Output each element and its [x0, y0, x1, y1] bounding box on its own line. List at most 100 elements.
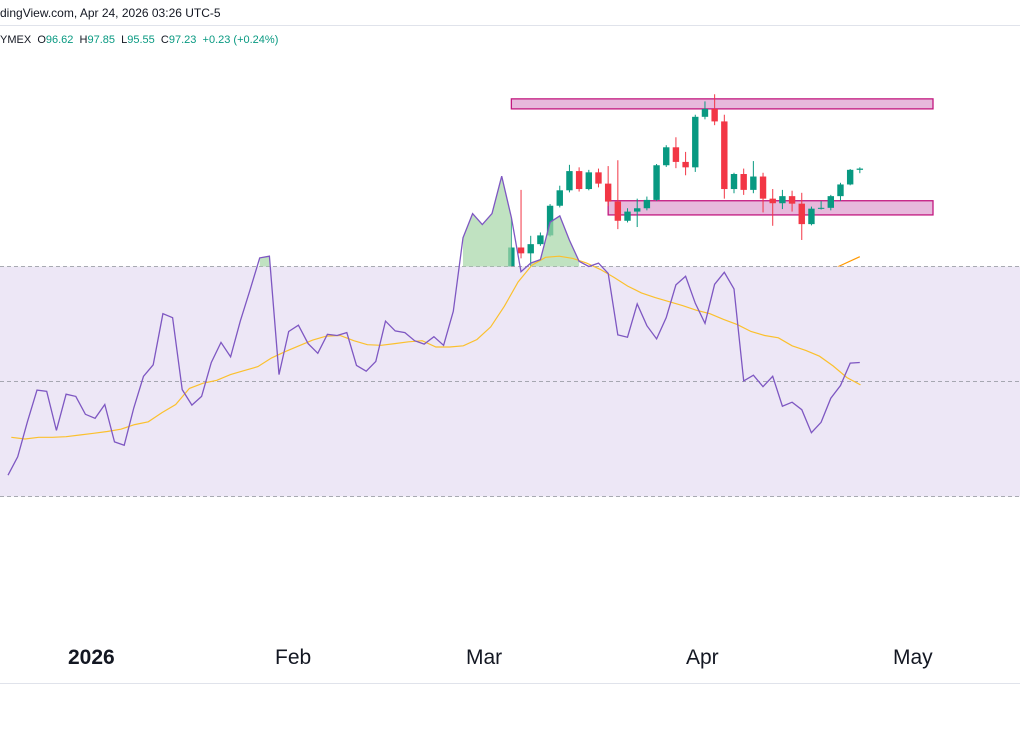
candle-body-27 — [266, 382, 273, 388]
candle-body-20 — [198, 407, 205, 410]
time-axis-label-mar: Mar — [466, 646, 503, 669]
candle-body-73 — [711, 108, 718, 122]
candle-body-76 — [740, 174, 747, 190]
candle-body-17 — [169, 401, 176, 405]
candle-body-45 — [440, 381, 447, 385]
candle-body-28 — [275, 382, 283, 391]
price-chart[interactable] — [0, 0, 1020, 463]
open-value: 96.62 — [45, 34, 74, 46]
candle-body-40 — [392, 378, 399, 385]
candle-body-4 — [43, 412, 50, 414]
zone-rect-0 — [510, 98, 934, 110]
open-label: O — [37, 34, 46, 46]
candle-body-53 — [517, 247, 525, 254]
candle-body-84 — [817, 207, 825, 209]
candle-body-60 — [585, 172, 592, 190]
time-axis-label-feb: Feb — [275, 646, 312, 669]
candle-body-55 — [537, 235, 544, 245]
candle-body-29 — [285, 390, 292, 396]
candle-body-9 — [91, 412, 99, 414]
candle-body-65 — [634, 208, 641, 212]
candle-body-33 — [324, 387, 331, 392]
candle-body-61 — [595, 172, 602, 184]
close-value: 97.23 — [168, 34, 197, 46]
time-axis-divider — [0, 683, 1020, 684]
candle-body-88 — [856, 168, 864, 170]
candle-body-43 — [421, 379, 428, 381]
candle-body-42 — [411, 379, 418, 381]
candle-body-58 — [566, 171, 573, 191]
time-axis-label-apr: Apr — [686, 646, 719, 669]
candle-body-87 — [846, 169, 854, 185]
candle-body-0 — [4, 416, 12, 418]
time-axis-label-may: May — [893, 646, 933, 669]
candle-body-5 — [53, 412, 60, 414]
candle-body-18 — [179, 404, 186, 409]
candle-body-51 — [498, 271, 505, 318]
candle-body-49 — [479, 328, 486, 334]
candle-body-70 — [682, 161, 689, 168]
candle-body-1 — [14, 417, 21, 418]
candle-body-56 — [546, 205, 554, 236]
candle-body-31 — [304, 386, 312, 390]
candle-body-74 — [721, 121, 728, 190]
candle-body-23 — [227, 402, 234, 404]
candle-body-77 — [750, 176, 757, 190]
candle-body-62 — [604, 183, 612, 202]
pane-divider — [0, 463, 1020, 464]
candle-body-86 — [837, 184, 844, 197]
exchange-label: YMEX — [0, 34, 32, 46]
chart-source-header: dingView.com, Apr 24, 2026 03:26 UTC-5 — [0, 6, 221, 20]
candle-body-15 — [150, 408, 157, 410]
candle-body-63 — [614, 201, 622, 221]
candle-body-48 — [469, 333, 476, 344]
candle-body-19 — [188, 407, 196, 409]
candle-body-22 — [217, 403, 225, 406]
candle-body-21 — [208, 405, 215, 410]
candle-body-37 — [362, 390, 370, 393]
candle-body-7 — [72, 412, 79, 415]
candle-body-14 — [140, 409, 147, 412]
candle-body-34 — [333, 386, 341, 388]
candle-body-54 — [527, 244, 534, 254]
candle-body-11 — [111, 411, 118, 415]
candle-body-38 — [372, 391, 380, 393]
low-value: 95.55 — [127, 34, 155, 46]
ma_long-line — [7, 368, 860, 409]
candle-body-39 — [382, 384, 389, 392]
candle-body-32 — [314, 389, 321, 392]
high-label: H — [79, 34, 88, 46]
candle-body-8 — [82, 412, 89, 415]
ohlc-legend: YMEX O96.62 H97.85 L95.55 C97.23 +0.23 (… — [0, 34, 278, 46]
header-divider — [0, 25, 1020, 26]
candle-body-59 — [575, 171, 583, 190]
high-value: 97.85 — [87, 34, 116, 46]
candle-body-3 — [33, 413, 41, 415]
candle-body-78 — [759, 176, 767, 199]
candle-body-44 — [430, 379, 438, 382]
candle-body-35 — [343, 384, 350, 387]
candle-body-71 — [692, 116, 699, 168]
candle-body-81 — [788, 196, 796, 204]
ma_short-line — [7, 256, 861, 412]
candle-body-80 — [779, 196, 786, 204]
candle-body-69 — [672, 147, 680, 162]
low-label: L — [121, 34, 128, 46]
candle-body-36 — [353, 384, 360, 391]
candle-body-83 — [808, 208, 815, 225]
candle-body-68 — [663, 147, 670, 166]
candle-body-10 — [101, 411, 108, 414]
candle-body-79 — [769, 198, 776, 204]
candle-body-16 — [159, 401, 167, 409]
candle-body-67 — [653, 165, 660, 200]
close-label: C — [160, 34, 169, 46]
candle-body-72 — [701, 108, 709, 117]
candle-body-46 — [450, 376, 457, 385]
candle-body-50 — [488, 317, 496, 329]
time-axis-label-2026: 2026 — [68, 646, 115, 669]
candle-body-25 — [246, 394, 254, 399]
candle-body-52 — [508, 247, 515, 272]
candle-body-47 — [459, 343, 467, 377]
cross-marker-icon — [438, 397, 449, 408]
candle-body-75 — [730, 174, 738, 190]
